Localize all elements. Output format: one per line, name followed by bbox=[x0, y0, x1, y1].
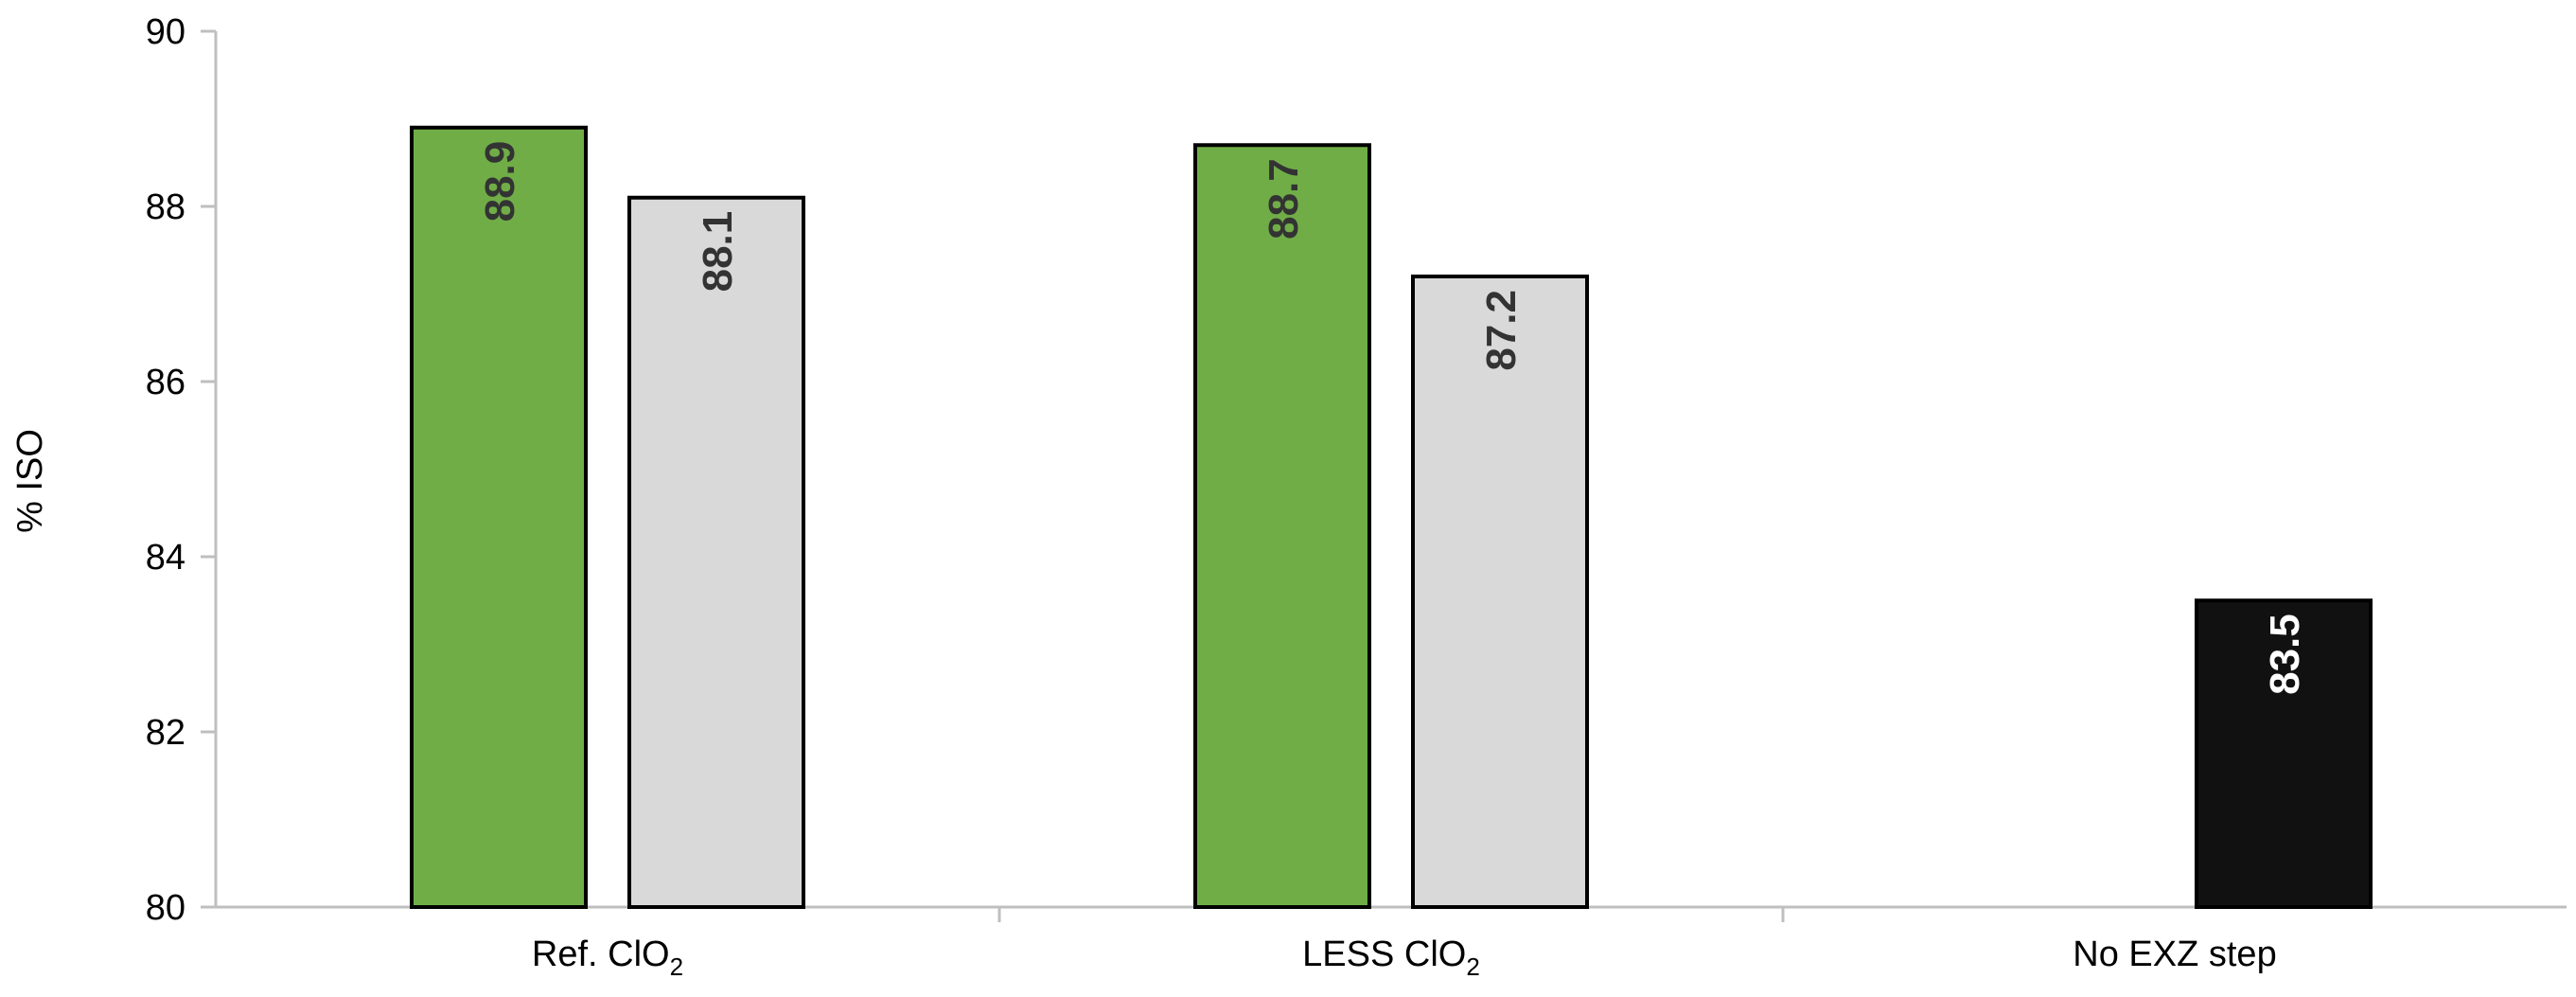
category-labels: Ref. ClO2 LESS ClO2 No EXZ step bbox=[532, 935, 2277, 981]
bar-value-label: 83.5 bbox=[2262, 614, 2308, 695]
x-category-label: No EXZ step bbox=[2073, 935, 2276, 974]
bar-value-label: 88.7 bbox=[1261, 158, 1307, 240]
x-category-label: LESS ClO2 bbox=[1302, 935, 1480, 981]
y-tick-label: 90 bbox=[146, 12, 185, 52]
bar bbox=[1193, 143, 1371, 909]
bar-value-label: 88.9 bbox=[477, 141, 523, 223]
data-labels: 88.9 88.1 88.7 87.2 83.5 bbox=[477, 141, 2308, 695]
y-tick-label: 86 bbox=[146, 363, 185, 402]
y-axis-title: % ISO bbox=[10, 429, 50, 533]
x-category-label: Ref. ClO2 bbox=[532, 935, 683, 981]
bar-value-label: 87.2 bbox=[1478, 290, 1525, 371]
y-tick-label: 88 bbox=[146, 187, 185, 227]
y-tick-label: 82 bbox=[146, 713, 185, 753]
bar bbox=[410, 125, 588, 909]
axes: 80 82 84 86 88 90 bbox=[146, 12, 2567, 928]
bar bbox=[627, 195, 805, 909]
y-tick-label: 80 bbox=[146, 888, 185, 928]
bar bbox=[2195, 598, 2373, 909]
bars bbox=[410, 125, 2373, 909]
y-tick-label: 84 bbox=[146, 538, 185, 578]
bar-value-label: 88.1 bbox=[695, 211, 741, 293]
bar bbox=[1411, 275, 1589, 909]
